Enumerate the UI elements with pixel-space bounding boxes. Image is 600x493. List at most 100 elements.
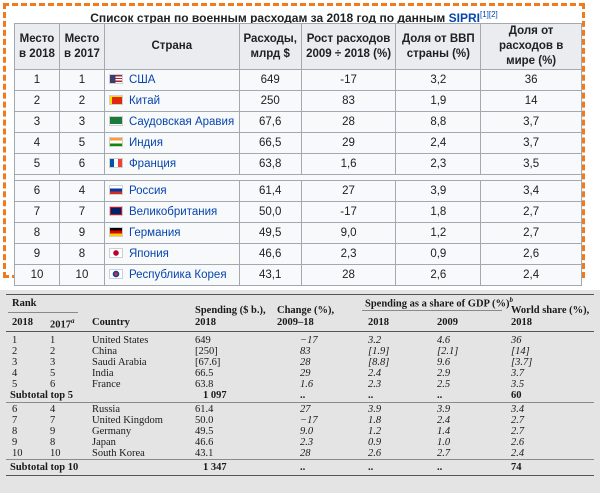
sipri-g18-cell: 2.4 (368, 368, 382, 379)
country-link[interactable]: Германия (128, 227, 181, 239)
spending-cell: 67,6 (238, 111, 302, 133)
sipri-spend-cell: 649 (195, 335, 211, 346)
country-cell: Великобритания (103, 201, 240, 223)
sipri-r17-cell: 2 (50, 346, 56, 357)
header-spending[interactable]: Расходы, млрд $ (238, 23, 302, 70)
world-share-cell: 2,7 (480, 222, 582, 244)
sipri-spend-cell: 50.0 (195, 415, 214, 426)
sipri-world-cell: 3.5 (511, 379, 525, 390)
gdp-share-label: Spending as a share of GDP (%)b (365, 296, 513, 310)
subtotal-top10-spend: 1 347 (203, 462, 227, 473)
spending-cell: 649 (238, 69, 302, 91)
growth-cell: 83 (300, 90, 397, 112)
sipri-r17-cell: 10 (50, 448, 61, 459)
rank-2017-cell: 10 (58, 264, 105, 286)
sipri-g09-cell: 1.0 (437, 437, 451, 448)
sipri-change-cell: −17 (300, 335, 318, 346)
de-flag-icon (108, 227, 123, 237)
gb-flag-icon (108, 206, 123, 216)
country-link[interactable]: Великобритания (128, 206, 218, 218)
header-world-share[interactable]: Доля от расходов в мире (%) (480, 23, 582, 70)
subtotal-top10-g09: .. (437, 462, 443, 473)
gdp-2009: 2009 (437, 317, 458, 328)
rank-2017-cell: 2 (58, 90, 105, 112)
table-row: 9 8 Япония 46,6 2,3 0,9 2,6 (14, 243, 582, 265)
header-growth[interactable]: Рост расходов 2009 ÷ 2018 (%) (300, 23, 397, 70)
table-row: 7 7 Великобритания 50,0 -17 1,8 2,7 (14, 201, 582, 223)
header-rank-2018[interactable]: Место в 2018 (14, 23, 60, 70)
header-gdp-share[interactable]: Доля от ВВП страны (%) (395, 23, 482, 70)
growth-cell: 29 (300, 132, 397, 154)
gdp-share-cell: 2,6 (395, 264, 482, 286)
rank-2018-cell: 1 (14, 69, 60, 91)
sipri-r17-cell: 9 (50, 426, 56, 437)
rank-2018-cell: 7 (14, 201, 60, 223)
caption-source-link[interactable]: SIPRI (448, 11, 480, 25)
sipri-world-cell: [3.7] (511, 357, 533, 368)
sipri-r17-cell: 4 (50, 404, 56, 415)
sipri-r17-cell: 6 (50, 379, 56, 390)
sipri-change-cell: 2.3 (300, 437, 314, 448)
header-rank-2017[interactable]: Место в 2017 (58, 23, 105, 70)
sipri-g09-cell: 3.9 (437, 404, 451, 415)
gdp-share-rule (362, 310, 502, 311)
rank-2018-cell: 9 (14, 243, 60, 265)
sipri-g09-cell: [2.1] (437, 346, 459, 357)
world-share-cell: 2,7 (480, 201, 582, 223)
world-share-cell: 3,7 (480, 111, 582, 133)
sipri-g18-cell: 0.9 (368, 437, 382, 448)
subtotal-top5-world: 60 (511, 390, 522, 401)
country-link[interactable]: Индия (128, 137, 163, 149)
world-share-year: 2018 (511, 317, 532, 328)
spending-cell: 66,5 (238, 132, 302, 154)
country-cell: США (103, 69, 240, 91)
country-link[interactable]: Франция (128, 158, 177, 170)
header-country[interactable]: Страна (103, 23, 240, 70)
growth-cell: 9,0 (300, 222, 397, 244)
rank-2018-cell: 6 (14, 180, 60, 202)
sipri-r18-cell: 1 (12, 335, 18, 346)
table-row: 10 10 Республика Корея 43,1 28 2,6 2,4 (14, 264, 582, 286)
subtotal-top5-spend: 1 097 (203, 390, 227, 401)
sipri-r18-cell: 5 (12, 379, 18, 390)
rank-2017-cell: 4 (58, 180, 105, 202)
world-share-cell: 3,5 (480, 153, 582, 175)
sipri-g18-cell: 2.6 (368, 448, 382, 459)
caption-references[interactable]: [1][2] (479, 10, 498, 19)
sipri-country-cell: United Kingdom (92, 415, 163, 426)
sipri-change-cell: 9.0 (300, 426, 314, 437)
header-bottom-rule (6, 331, 594, 332)
sipri-world-cell: 3.7 (511, 368, 525, 379)
country-link[interactable]: Япония (128, 248, 169, 260)
sipri-r18-cell: 8 (12, 426, 18, 437)
rank-2017-cell: 8 (58, 243, 105, 265)
gdp-share-cell: 1,8 (395, 201, 482, 223)
sipri-g09-cell: 4.6 (437, 335, 451, 346)
rank-2017-cell: 5 (58, 132, 105, 154)
country-cell: Китай (103, 90, 240, 112)
growth-cell: 1,6 (300, 153, 397, 175)
growth-cell: -17 (300, 69, 397, 91)
table-row: 8 9 Германия 49,5 9,0 1,2 2,7 (14, 222, 582, 244)
rank-rule (8, 312, 78, 313)
subtotal-rule (6, 402, 594, 403)
country-link[interactable]: Саудовская Аравия (128, 116, 235, 128)
sipri-spend-cell: 63.8 (195, 379, 214, 390)
sipri-g09-cell: 1.4 (437, 426, 451, 437)
sipri-country-cell: South Korea (92, 448, 145, 459)
spending-cell: 43,1 (238, 264, 302, 286)
country-link[interactable]: Китай (128, 95, 161, 107)
rank-2017-cell: 1 (58, 69, 105, 91)
sipri-country-cell: Japan (92, 437, 116, 448)
world-share-cell: 2,4 (480, 264, 582, 286)
sipri-spend-cell: 46.6 (195, 437, 214, 448)
spending-label: Spending ($ b.), (195, 305, 266, 316)
country-link[interactable]: Россия (128, 185, 167, 197)
table-header-row: Место в 2018 Место в 2017 Страна Расходы… (14, 23, 582, 70)
sipri-g18-cell: 1.8 (368, 415, 382, 426)
subtotal-top5-change: .. (300, 390, 306, 401)
sipri-r18-cell: 9 (12, 437, 18, 448)
country-link[interactable]: Республика Корея (128, 269, 227, 281)
country-link[interactable]: США (128, 74, 156, 86)
country-cell: Индия (103, 132, 240, 154)
